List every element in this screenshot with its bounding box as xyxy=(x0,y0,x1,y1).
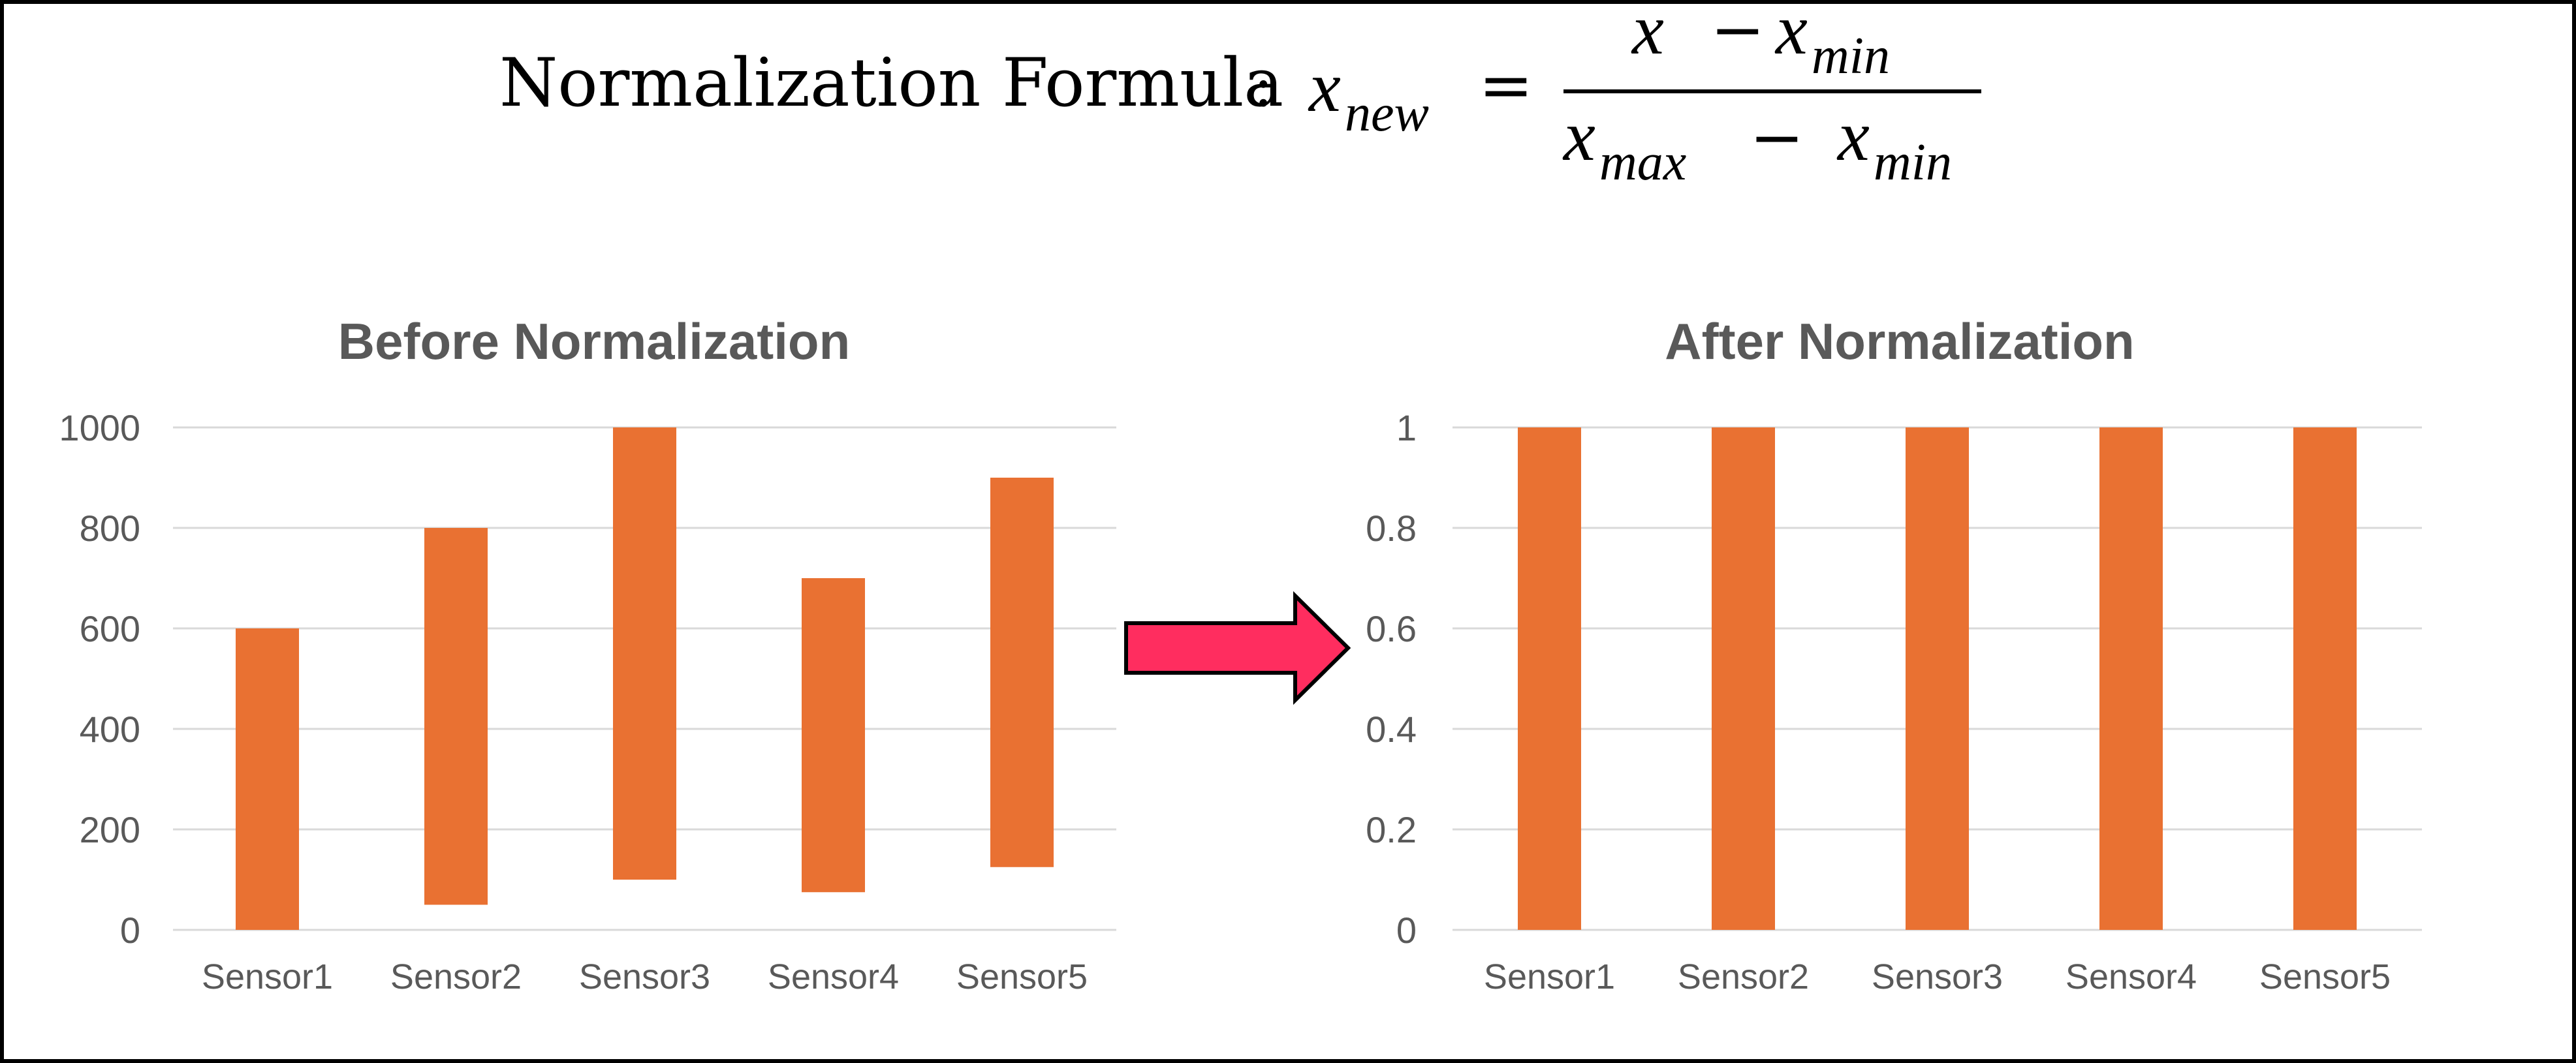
x-tick-label: Sensor4 xyxy=(2066,957,2197,996)
y-tick-label: 0 xyxy=(1396,910,1417,951)
x-tick-label: Sensor4 xyxy=(768,957,899,996)
chart-title: After Normalization xyxy=(1665,313,2134,370)
bar-sensor3 xyxy=(1906,427,1969,930)
y-tick-label: 800 xyxy=(80,508,140,549)
formula-lhs-variable: x xyxy=(1308,47,1341,127)
x-tick-label: Sensor5 xyxy=(956,957,1088,996)
denominator-subscript-2: min xyxy=(1874,134,1952,191)
numerator-minus: − xyxy=(1710,0,1765,68)
y-tick-label: 0 xyxy=(120,910,140,951)
formula-lhs-subscript: new xyxy=(1345,85,1429,142)
denominator-subscript: max xyxy=(1599,134,1686,191)
bar-sensor2 xyxy=(424,528,488,905)
y-tick-label: 600 xyxy=(80,608,140,649)
x-tick-label: Sensor1 xyxy=(202,957,333,996)
arrow-shape xyxy=(1124,591,1351,705)
chart-title: Before Normalization xyxy=(338,313,850,370)
y-tick-label: 200 xyxy=(80,809,140,850)
y-tick-label: 0.6 xyxy=(1366,608,1417,649)
numerator-subscript-2: min xyxy=(1812,27,1890,85)
normalization-formula: Normalization Formula : x new = x − x mi… xyxy=(499,0,1981,191)
denominator-minus: − xyxy=(1750,99,1804,176)
y-tick-label: 0.2 xyxy=(1366,809,1417,850)
bar-sensor5 xyxy=(990,478,1054,867)
formula-separator: : xyxy=(1253,52,1273,120)
y-tick-label: 0.8 xyxy=(1366,508,1417,549)
bar-sensor4 xyxy=(802,578,865,893)
right-arrow-icon xyxy=(1124,591,1351,705)
bar-sensor1 xyxy=(1518,427,1581,930)
bar-sensor4 xyxy=(2099,427,2163,930)
y-tick-label: 1000 xyxy=(59,407,140,448)
numerator-variable: x xyxy=(1631,0,1664,69)
denominator-variable: x xyxy=(1562,96,1595,176)
numerator-variable-2: x xyxy=(1774,0,1808,69)
denominator-variable-2: x xyxy=(1836,96,1870,176)
x-tick-label: Sensor5 xyxy=(2259,957,2391,996)
bar-sensor3 xyxy=(613,427,676,880)
x-tick-label: Sensor1 xyxy=(1484,957,1615,996)
before-normalization-chart: Before Normalization 0 200 400 600 800 1000 S… xyxy=(59,313,1116,996)
x-tick-label: Sensor3 xyxy=(579,957,710,996)
y-tick-label: 0.4 xyxy=(1366,709,1417,750)
formula-label: Normalization Formula xyxy=(499,44,1283,122)
x-tick-label: Sensor3 xyxy=(1872,957,2003,996)
y-tick-label: 400 xyxy=(80,709,140,750)
bar-sensor5 xyxy=(2293,427,2357,930)
x-tick-label: Sensor2 xyxy=(390,957,522,996)
y-tick-label: 1 xyxy=(1396,407,1417,448)
formula-equals: = xyxy=(1479,47,1533,123)
x-tick-label: Sensor2 xyxy=(1678,957,1809,996)
bar-sensor1 xyxy=(236,628,299,930)
after-normalization-chart: After Normalization 0 0.2 0.4 0.6 0.8 1 Senso… xyxy=(1366,313,2422,996)
bar-sensor2 xyxy=(1712,427,1775,930)
